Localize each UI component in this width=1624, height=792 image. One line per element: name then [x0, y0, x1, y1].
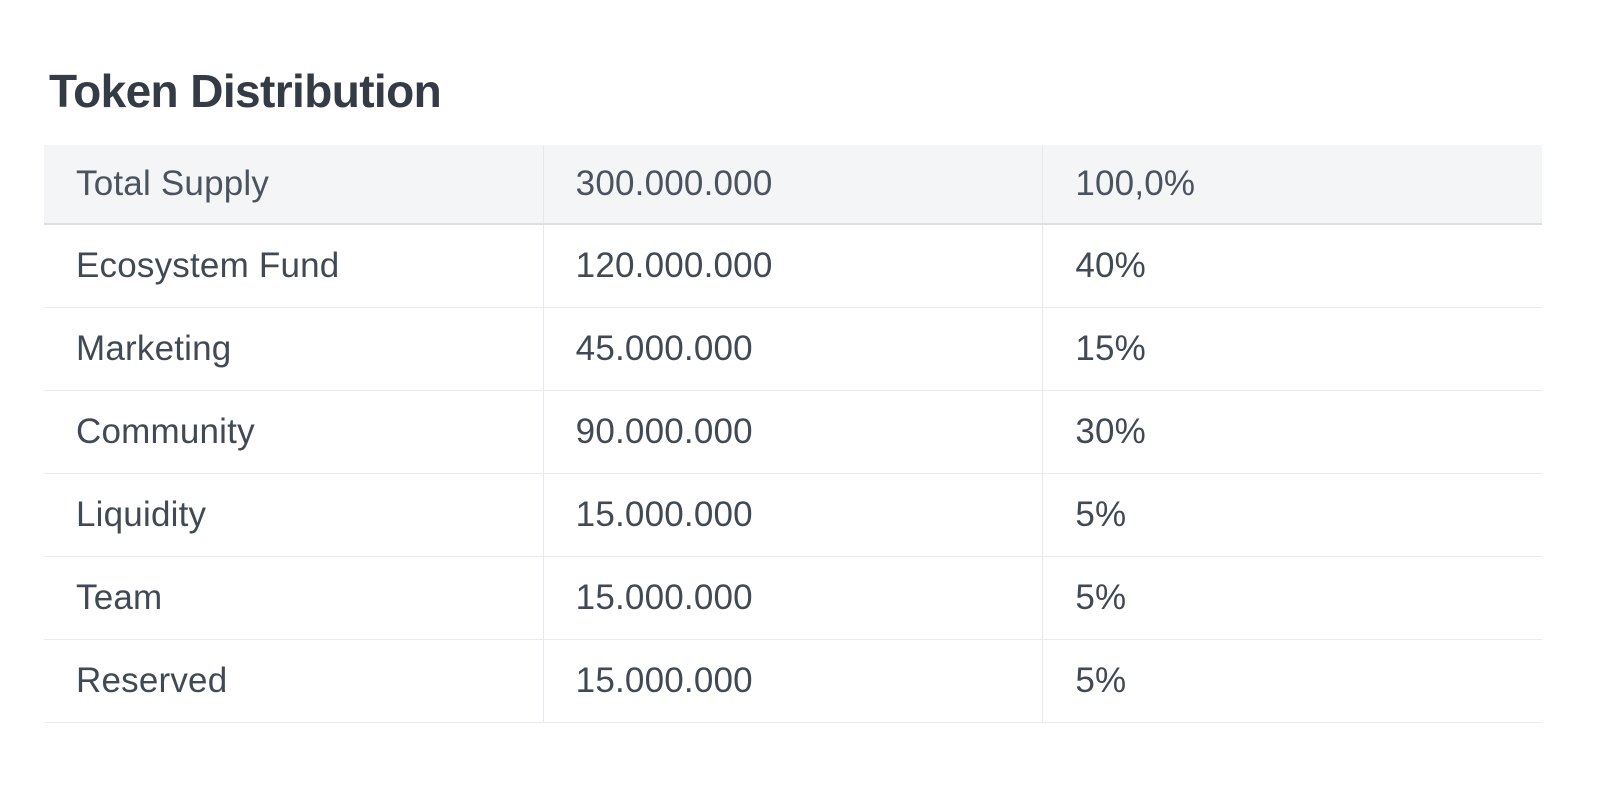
table-row: Liquidity 15.000.000 5%	[44, 474, 1542, 557]
cell-amount: 15.000.000	[542, 557, 1043, 639]
cell-percent: 15%	[1042, 308, 1542, 390]
cell-category: Liquidity	[76, 495, 207, 534]
cell-amount: 15.000.000	[542, 640, 1043, 722]
cell-amount: 120.000.000	[542, 225, 1043, 307]
table-header-row: Total Supply 300.000.000 100,0%	[44, 145, 1542, 225]
cell-category: Community	[76, 412, 255, 451]
cell-percent: 5%	[1042, 474, 1542, 556]
cell-category: Team	[76, 578, 163, 617]
table-row: Marketing 45.000.000 15%	[44, 308, 1542, 391]
cell-percent: 5%	[1042, 640, 1542, 722]
token-distribution-table: Total Supply 300.000.000 100,0% Ecosyste…	[44, 145, 1542, 723]
header-cell-label: Total Supply	[76, 164, 270, 203]
cell-category: Marketing	[76, 329, 232, 368]
cell-percent: 30%	[1042, 391, 1542, 473]
table-row: Team 15.000.000 5%	[44, 557, 1542, 640]
page-title: Token Distribution	[49, 64, 442, 117]
cell-amount: 15.000.000	[542, 474, 1043, 556]
header-cell-percent: 100,0%	[1042, 145, 1542, 223]
table-row: Ecosystem Fund 120.000.000 40%	[44, 225, 1542, 308]
cell-percent: 40%	[1042, 225, 1542, 307]
table-row: Reserved 15.000.000 5%	[44, 640, 1542, 723]
cell-category: Reserved	[76, 661, 228, 700]
header-cell-amount: 300.000.000	[542, 145, 1043, 223]
table-row: Community 90.000.000 30%	[44, 391, 1542, 474]
cell-amount: 90.000.000	[542, 391, 1043, 473]
cell-amount: 45.000.000	[542, 308, 1043, 390]
cell-category: Ecosystem Fund	[76, 246, 340, 285]
cell-percent: 5%	[1042, 557, 1542, 639]
